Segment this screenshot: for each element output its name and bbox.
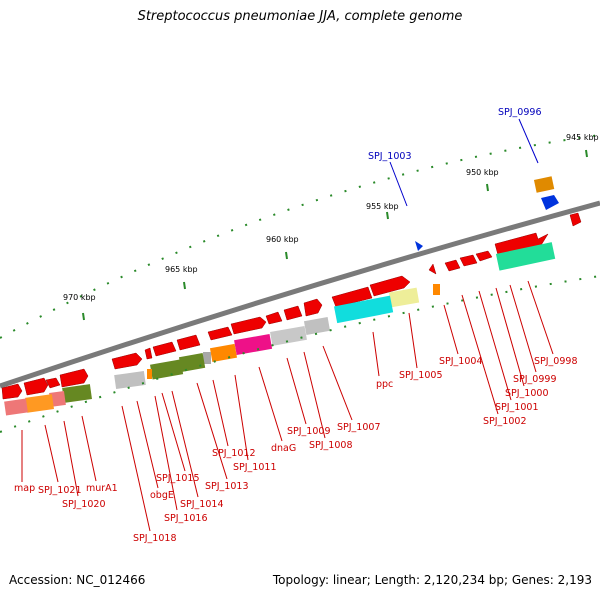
gene-arrow-blue [541, 195, 559, 210]
domain-box [533, 176, 555, 193]
genome-metadata-text: Topology: linear; Length: 2,120,234 bp; … [272, 573, 592, 587]
gene-arrow [230, 316, 267, 335]
domain-box [203, 352, 211, 364]
gene-arrow [176, 334, 201, 351]
map-title: Streptococcus pneumoniae JJA, complete g… [137, 9, 463, 24]
gene-label: SPJ_1009 [287, 426, 331, 437]
gene-arrow [111, 352, 143, 370]
gene-label: SPJ_1012 [212, 448, 256, 459]
gene-arrow [428, 263, 437, 275]
gene-label: SPJ_1018 [133, 533, 177, 544]
gene-label: SPJ_1015 [156, 473, 200, 484]
domain-box [234, 333, 273, 356]
accession-text: Accession: NC_012466 [9, 573, 146, 587]
gene-label: SPJ_1020 [62, 499, 106, 510]
gene-label: SPJ_0999 [513, 374, 557, 385]
gene-label: SPJ_0996 [498, 107, 542, 118]
domain-box [4, 398, 28, 416]
domain-box [178, 353, 206, 372]
scale-label: 970 kbp [63, 293, 96, 302]
domain-box [114, 370, 146, 390]
gene-arrow [152, 341, 177, 357]
gene-arrow [444, 259, 461, 272]
gene-label: SPJ_1005 [399, 370, 443, 381]
gene-label: map [14, 483, 35, 494]
gene-arrow [331, 286, 373, 308]
gene-arrow [59, 368, 89, 388]
label-connectors [21, 280, 554, 532]
gene-marker-blue [415, 241, 423, 251]
gene-label: dnaG [271, 443, 296, 454]
domain-boxes [4, 176, 556, 416]
domain-box [209, 343, 238, 362]
gene-label: obgE [150, 490, 174, 501]
gene-label: SPJ_1000 [505, 388, 549, 399]
gene-label: SPJ_1011 [233, 462, 277, 473]
gene-arrow [45, 377, 61, 389]
scale-tick [486, 183, 489, 192]
gene-arrow [569, 212, 582, 227]
gene-label: SPJ_1004 [439, 356, 483, 367]
scale-label: 960 kbp [266, 235, 299, 244]
domain-box [147, 369, 152, 379]
gene-label: SPJ_1003 [368, 151, 412, 162]
domain-box [49, 390, 66, 407]
gene-label: murA1 [86, 483, 118, 494]
gene-label: SPJ_1021 [38, 485, 82, 496]
gene-arrow [459, 254, 478, 267]
domain-box [62, 384, 92, 403]
scale-tick [386, 211, 389, 220]
scale-label: 955 kbp [366, 202, 399, 211]
gene-arrow [369, 275, 411, 297]
domain-box [388, 287, 420, 308]
gene-label: SPJ_1014 [180, 499, 224, 510]
scale-track [0, 134, 600, 339]
domain-box [25, 394, 54, 413]
connector-blue [389, 161, 408, 207]
gene-arrow [207, 326, 233, 341]
gene-label: ppc [376, 379, 393, 390]
forward-genes [1, 212, 582, 400]
domain-box [333, 295, 394, 324]
gene-label: SPJ_1013 [205, 481, 249, 492]
domain-box [270, 325, 307, 346]
gene-label: SPJ_1008 [309, 440, 353, 451]
gene-arrow [283, 305, 303, 321]
scale-tick [183, 281, 186, 290]
connector-blue [518, 118, 539, 164]
scale-label: 950 kbp [466, 168, 499, 177]
scale-tick [585, 149, 588, 158]
scale-label: 945 kbp [566, 133, 599, 142]
gene-arrow [303, 298, 323, 317]
scale-label: 965 kbp [165, 265, 198, 274]
gene-label: SPJ_1016 [164, 513, 208, 524]
gene-arrow [475, 250, 493, 262]
domain-box [433, 284, 440, 295]
gene-arrow [265, 311, 283, 325]
gene-arrow [23, 377, 49, 396]
domain-box [303, 317, 331, 335]
gene-label: SPJ_0998 [534, 356, 578, 367]
scale-tick [285, 251, 288, 260]
domain-box [495, 242, 556, 271]
scale-tick [82, 312, 85, 321]
domain-box [150, 359, 184, 380]
genome-backbone [0, 200, 600, 389]
gene-label: SPJ_1002 [483, 416, 527, 427]
gene-label: SPJ_1001 [495, 402, 539, 413]
gene-label: SPJ_1007 [337, 422, 381, 433]
gene-arrow [1, 383, 23, 400]
gene-arrow [144, 347, 153, 360]
